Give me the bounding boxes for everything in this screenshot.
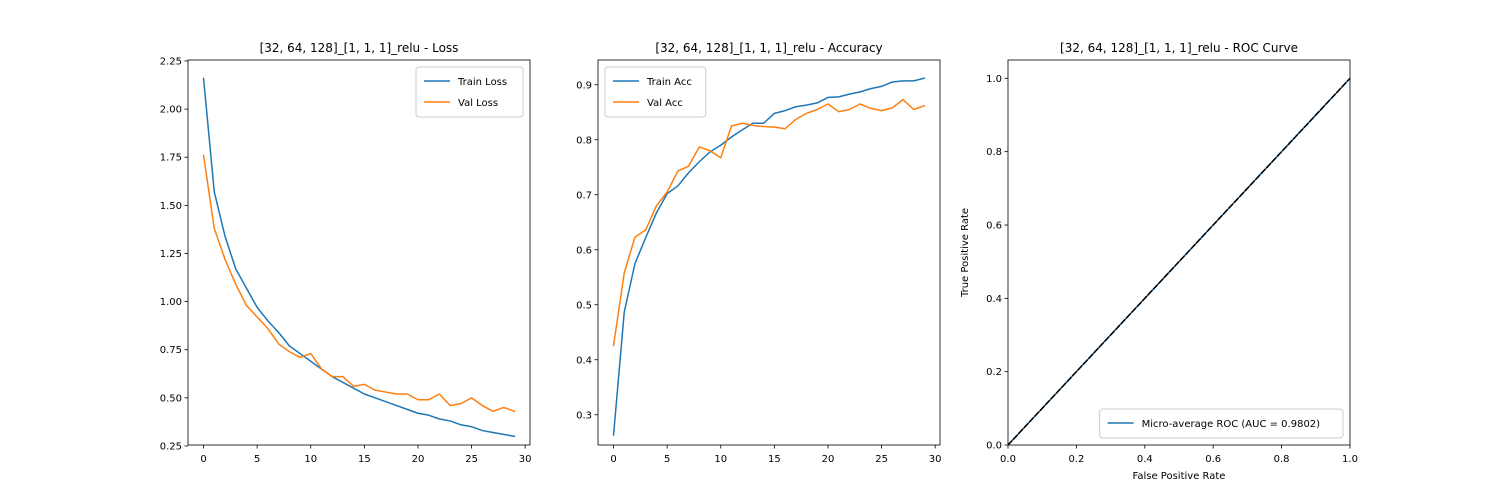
chart-panel-0: [32, 64, 128]_[1, 1, 1]_relu - Loss 0 5 10 1… [160, 41, 532, 465]
x-tick-label: 30 [929, 454, 942, 465]
plot-area [1008, 60, 1350, 445]
series-line-train-acc [612, 77, 926, 436]
y-tick-label: 1.25 [160, 249, 182, 260]
y-tick-label: 1.75 [160, 153, 182, 164]
y-tick-label: 2.25 [160, 56, 182, 67]
x-tick-label: 10 [304, 454, 317, 465]
y-tick-label: 1.0 [986, 74, 1002, 85]
y-tick-label: 0.0 [986, 441, 1002, 452]
series-group [612, 77, 926, 436]
legend-label: Val Acc [647, 98, 683, 109]
x-tick-label: 0.6 [1205, 454, 1221, 465]
y-tick-label: 1.00 [160, 297, 182, 308]
y-tick-label: 0.4 [986, 294, 1002, 305]
legend-box [1099, 408, 1344, 439]
legend-label: Val Loss [458, 98, 498, 109]
legend-label: Micro-average ROC (AUC = 0.9802) [1142, 419, 1321, 430]
chart-panel-2: [32, 64, 128]_[1, 1, 1]_relu - ROC Curve… [960, 41, 1358, 482]
y-tick-label: 0.2 [986, 367, 1002, 378]
y-tick-label: 0.6 [986, 221, 1002, 232]
plot-area [188, 60, 530, 445]
legend: Micro-average ROC (AUC = 0.9802) [1099, 408, 1344, 439]
x-tick-label: 10 [714, 454, 727, 465]
x-tick-label: 5 [254, 454, 260, 465]
legend-box [415, 66, 524, 118]
series-group [1008, 77, 1350, 445]
legend-box [604, 66, 707, 118]
y-tick-label: 0.3 [576, 410, 592, 421]
x-tick-label: 20 [822, 454, 835, 465]
y-tick-label: 0.8 [986, 147, 1002, 158]
y-tick-label: 0.6 [576, 245, 592, 256]
x-tick-label: 0.8 [1274, 454, 1290, 465]
chart-title: [32, 64, 128]_[1, 1, 1]_relu - Loss [260, 41, 459, 55]
x-tick-label: 1.0 [1342, 454, 1358, 465]
x-tick-label: 25 [465, 454, 478, 465]
y-tick-label: 0.75 [160, 345, 182, 356]
chart-title: [32, 64, 128]_[1, 1, 1]_relu - ROC Curve [1060, 41, 1298, 55]
x-tick-label: 15 [768, 454, 781, 465]
x-tick-label: 0 [610, 454, 616, 465]
y-tick-label: 0.8 [576, 135, 592, 146]
y-tick-label: 0.4 [576, 355, 592, 366]
y-tick-label: 2.00 [160, 105, 182, 116]
legend-label: Train Loss [457, 77, 507, 88]
axes-frame [1007, 59, 1351, 446]
x-tick-label: 5 [664, 454, 670, 465]
x-tick-label: 0.4 [1137, 454, 1153, 465]
axes-frame [187, 59, 531, 446]
diagonal-reference-line [1008, 77, 1350, 445]
plot-area [598, 60, 940, 445]
legend: Train Loss Val Loss [415, 66, 524, 118]
series-line-train-loss [202, 77, 516, 438]
x-tick-label: 25 [875, 454, 888, 465]
x-tick-label: 0 [200, 454, 206, 465]
x-tick-label: 20 [412, 454, 425, 465]
x-tick-label: 0.0 [1000, 454, 1016, 465]
x-tick-label: 15 [358, 454, 371, 465]
x-tick-label: 0.2 [1068, 454, 1084, 465]
chart-panel-1: [32, 64, 128]_[1, 1, 1]_relu - Accuracy 0… [576, 41, 941, 465]
y-tick-label: 0.9 [576, 80, 592, 91]
x-axis-label: False Positive Rate [1133, 471, 1226, 482]
series-line-val-loss [202, 154, 516, 413]
legend: Train Acc Val Acc [604, 66, 707, 118]
legend-label: Train Acc [646, 77, 692, 88]
y-tick-label: 0.25 [160, 441, 182, 452]
y-axis-label: True Positive Rate [960, 208, 971, 298]
chart-title: [32, 64, 128]_[1, 1, 1]_relu - Accuracy [655, 41, 882, 55]
series-group [202, 77, 516, 438]
y-tick-label: 0.50 [160, 393, 182, 404]
series-line-val-acc [612, 98, 926, 347]
axes-frame [597, 59, 941, 446]
y-tick-label: 1.50 [160, 201, 182, 212]
y-tick-label: 0.5 [576, 300, 592, 311]
x-tick-label: 30 [519, 454, 532, 465]
y-tick-label: 0.7 [576, 190, 592, 201]
